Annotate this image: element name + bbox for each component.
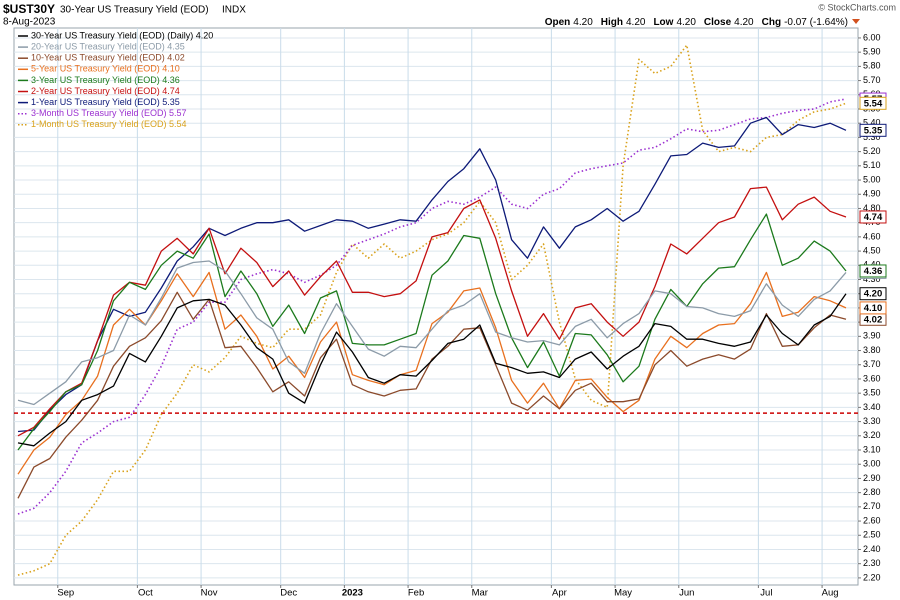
x-tick-label: Sep <box>57 588 74 599</box>
y-tick-label: 3.90 <box>863 331 881 341</box>
value-tag-box <box>859 301 887 315</box>
y-tick-label: 3.80 <box>863 345 881 355</box>
y-tick-label: 2.50 <box>863 530 881 540</box>
legend-label: 1-Year US Treasury Yield (EOD) 5.35 <box>31 97 180 107</box>
x-tick-label: Nov <box>201 588 218 599</box>
series-line <box>17 271 847 475</box>
y-tick-label: 3.20 <box>863 430 881 440</box>
y-tick-label: 3.40 <box>863 402 881 412</box>
y-tick-label: 4.80 <box>863 203 881 213</box>
y-tick-label: 3.30 <box>863 416 881 426</box>
y-tick-label: 4.90 <box>863 189 881 199</box>
series-line <box>17 98 847 515</box>
y-tick-label: 5.80 <box>863 61 881 71</box>
y-tick-label: 5.10 <box>863 160 881 170</box>
series-line <box>17 260 847 406</box>
series-line <box>17 186 847 437</box>
y-tick-label: 3.00 <box>863 459 881 469</box>
value-tag: 4.36 <box>864 266 883 277</box>
x-tick-label: Jul <box>760 588 772 599</box>
quote-label: Low <box>653 17 673 28</box>
date: 8-Aug-2023 <box>3 17 56 28</box>
quote-value: 4.20 <box>626 17 646 28</box>
y-tick-label: 2.20 <box>863 572 881 582</box>
x-tick-label: Dec <box>280 588 297 599</box>
value-tag: 5.54 <box>864 98 883 109</box>
y-tick-label: 2.80 <box>863 487 881 497</box>
x-tick-label: Mar <box>472 588 488 599</box>
value-tag-box <box>859 264 887 278</box>
symbol: $UST30Y <box>3 2 55 16</box>
quote-value: 4.20 <box>734 17 754 28</box>
quote-label: Chg <box>762 17 781 28</box>
series-line <box>17 291 847 499</box>
quote-value: -0.07 (-1.64%) <box>784 17 848 28</box>
quote-label: Close <box>704 17 732 28</box>
value-tag: 4.10 <box>864 303 883 314</box>
quote-label: High <box>601 17 623 28</box>
y-tick-label: 5.90 <box>863 47 881 57</box>
x-tick-label: Oct <box>138 588 153 599</box>
y-tick-label: 5.40 <box>863 118 881 128</box>
x-tick-label: Apr <box>552 588 567 599</box>
legend-label: 20-Year US Treasury Yield (EOD) 4.35 <box>31 41 185 51</box>
description: 30-Year US Treasury Yield (EOD) <box>60 5 209 16</box>
x-tick-label: Jun <box>679 588 694 599</box>
legend-label: 2-Year US Treasury Yield (EOD) 4.74 <box>31 86 180 96</box>
x-tick-label: Aug <box>822 588 839 599</box>
legend-label: 5-Year US Treasury Yield (EOD) 4.10 <box>31 64 180 74</box>
y-tick-label: 5.00 <box>863 174 881 184</box>
y-tick-label: 5.70 <box>863 75 881 85</box>
change-arrow <box>852 19 860 24</box>
value-tag: 4.02 <box>864 314 883 325</box>
y-tick-label: 6.00 <box>863 32 881 42</box>
y-tick-label: 4.60 <box>863 231 881 241</box>
legend-label: 3-Year US Treasury Yield (EOD) 4.36 <box>31 75 180 85</box>
legend-label: 10-Year US Treasury Yield (EOD) 4.02 <box>31 53 185 63</box>
series-line <box>17 293 847 447</box>
value-tag-box <box>859 287 887 301</box>
value-tag: 5.35 <box>864 125 883 136</box>
y-tick-label: 2.90 <box>863 473 881 483</box>
legend-label: 3-Month US Treasury Yield (EOD) 5.57 <box>31 108 187 118</box>
y-tick-label: 5.20 <box>863 146 881 156</box>
x-tick-label: 2023 <box>342 588 363 599</box>
value-tag-box <box>859 123 887 137</box>
value-tag: 4.20 <box>864 289 883 300</box>
x-tick-label: Feb <box>408 588 424 599</box>
quote-label: Open <box>545 17 571 28</box>
series-line <box>17 116 847 433</box>
exchange: INDX <box>222 5 246 16</box>
series-line <box>17 213 847 451</box>
y-tick-label: 2.70 <box>863 501 881 511</box>
y-tick-label: 2.60 <box>863 515 881 525</box>
y-tick-label: 3.50 <box>863 388 881 398</box>
y-tick-label: 4.50 <box>863 245 881 255</box>
credit: © StockCharts.com <box>818 2 896 12</box>
quote: Open 4.20 High 4.20 Low 4.20 Close 4.20 Chg -0.07… <box>545 17 848 28</box>
value-tag-box <box>859 210 887 224</box>
y-tick-label: 3.60 <box>863 373 881 383</box>
quote-value: 4.20 <box>573 17 593 28</box>
x-tick-label: May <box>614 588 632 599</box>
y-tick-label: 2.30 <box>863 558 881 568</box>
value-tag-box <box>859 96 887 110</box>
value-tag: 4.74 <box>864 212 883 223</box>
y-tick-label: 3.10 <box>863 444 881 454</box>
legend-label: 1-Month US Treasury Yield (EOD) 5.54 <box>31 119 187 129</box>
legend-label: 30-Year US Treasury Yield (EOD) (Daily) … <box>31 30 213 40</box>
y-tick-label: 3.70 <box>863 359 881 369</box>
quote-value: 4.20 <box>676 17 696 28</box>
y-tick-label: 2.40 <box>863 544 881 554</box>
